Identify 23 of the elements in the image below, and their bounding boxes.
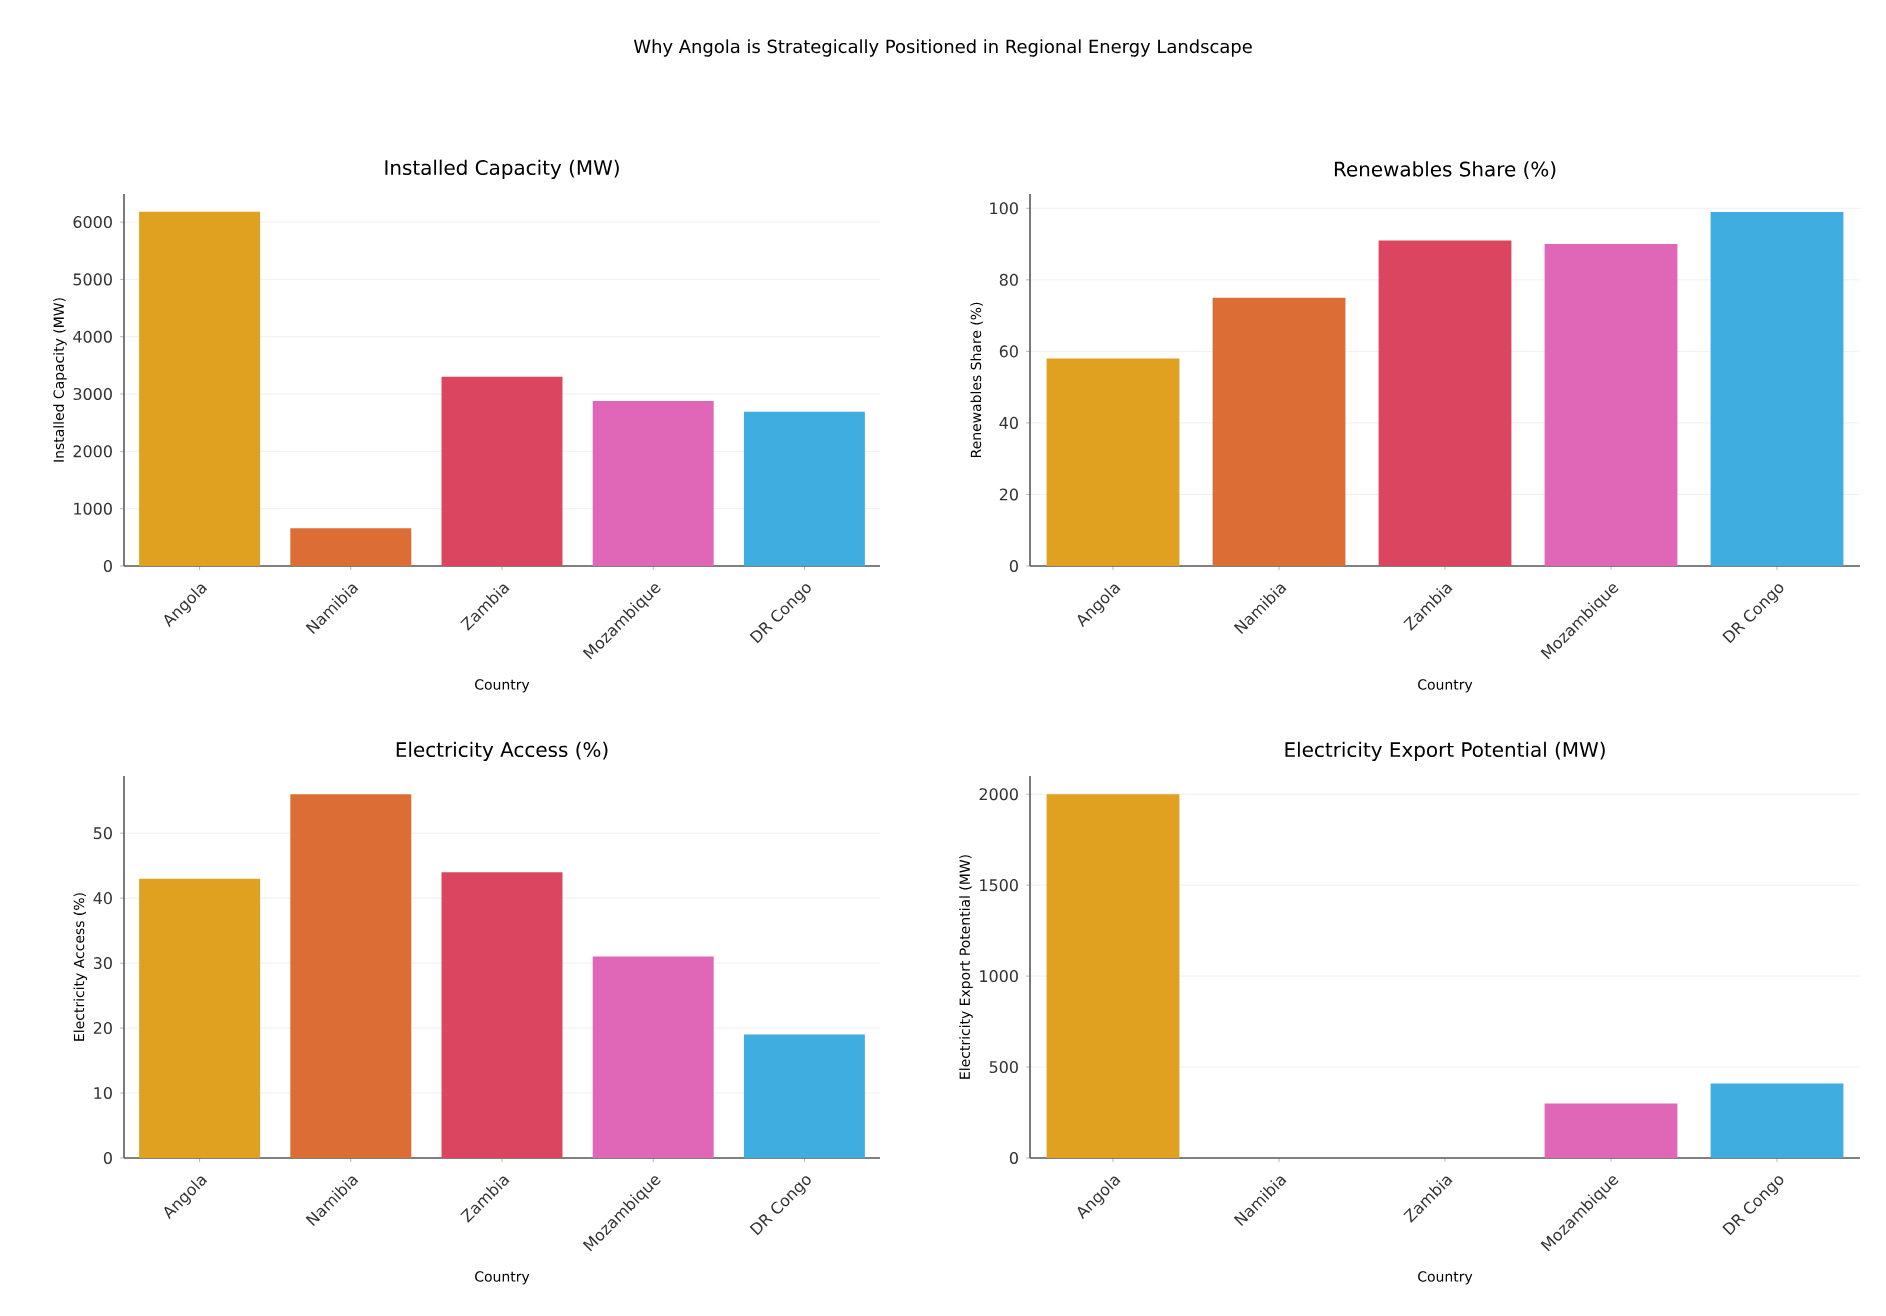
bar <box>743 1034 865 1158</box>
bar <box>592 956 714 1158</box>
bar <box>441 376 563 566</box>
bar <box>139 211 261 566</box>
bar <box>139 878 261 1158</box>
chart-title: Renewables Share (%) <box>1334 161 1556 179</box>
bar <box>290 794 412 1158</box>
bar <box>1046 794 1180 1158</box>
bar <box>441 872 563 1158</box>
chart-title: Installed Capacity (MW) <box>385 159 619 179</box>
chart-title: Electricity Access (%) <box>396 741 608 761</box>
chart-title: Electricity Export Potential (MW) <box>1285 741 1605 761</box>
bar <box>1544 244 1678 566</box>
bar <box>1212 297 1346 566</box>
bar <box>1710 211 1844 566</box>
bar <box>1378 240 1512 566</box>
bar <box>1710 1083 1844 1158</box>
bar <box>1046 358 1180 566</box>
bar <box>592 400 714 566</box>
bar <box>1544 1103 1678 1158</box>
bar <box>290 528 412 566</box>
text: Why Angola is Strategically Positioned in Regional Energy Landscape <box>633 39 1252 57</box>
bar <box>743 411 865 566</box>
